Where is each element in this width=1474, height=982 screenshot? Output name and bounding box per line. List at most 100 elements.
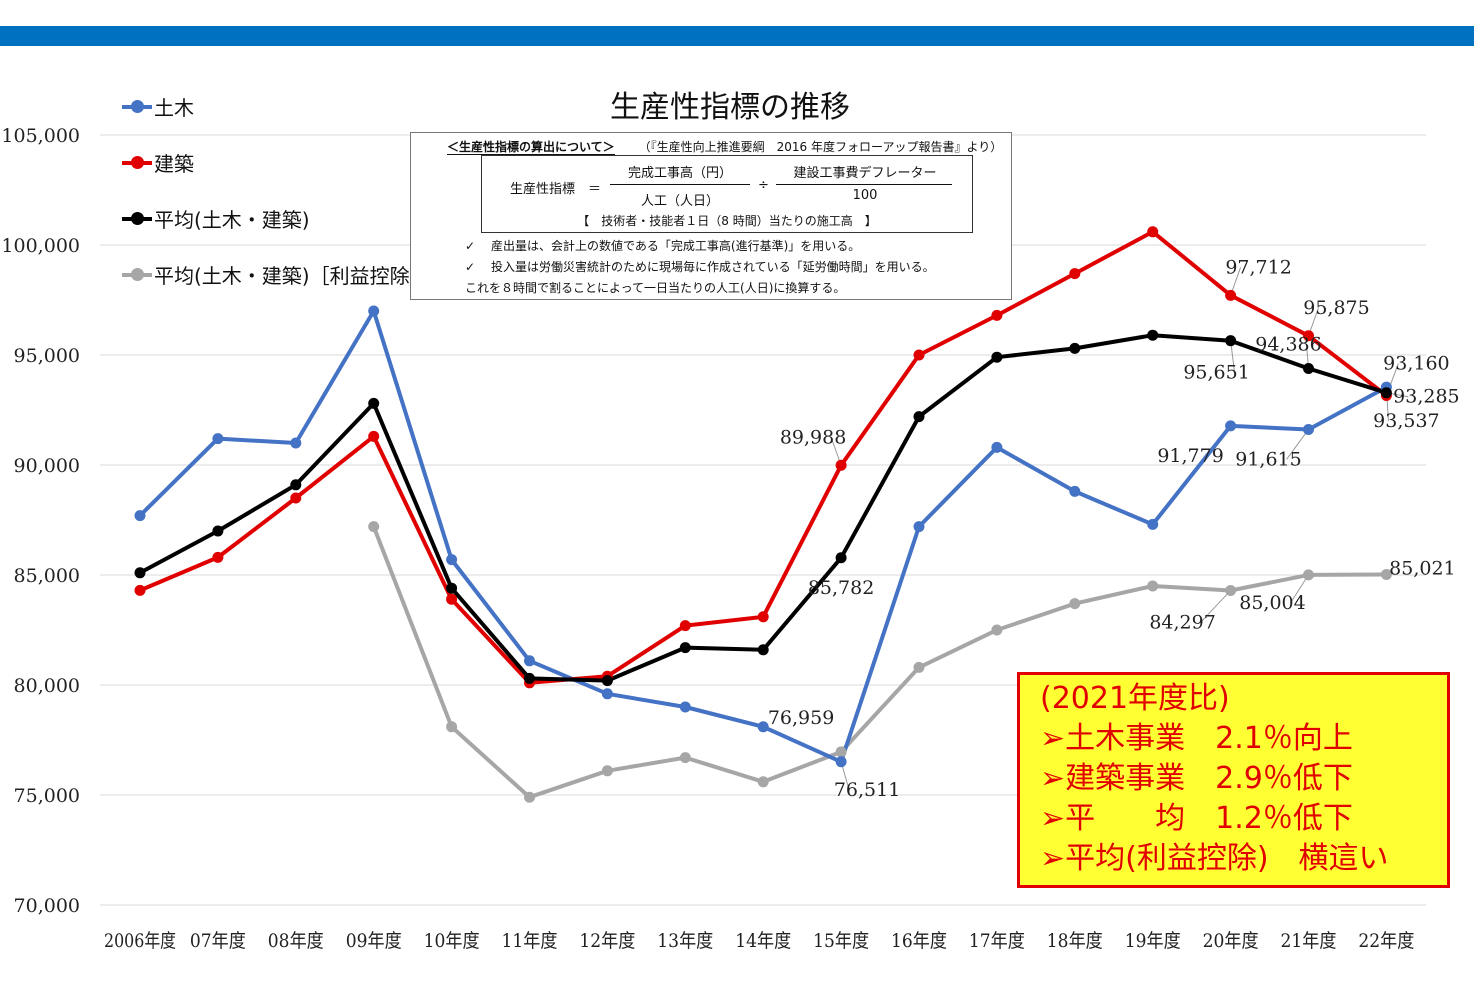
data-point (524, 655, 535, 667)
data-point (679, 752, 691, 764)
data-point (1147, 518, 1159, 530)
data-point (991, 441, 1003, 453)
formula-denominator-1: 人工（人日） (640, 194, 719, 209)
data-point (1069, 598, 1081, 610)
data-point (679, 620, 691, 632)
data-point (1147, 226, 1159, 238)
data-point (757, 644, 769, 656)
check-icon: ✓ (465, 239, 476, 253)
data-point (1147, 329, 1159, 341)
data-point (679, 701, 691, 713)
data-point (1069, 268, 1081, 280)
formula-bullet-text: 産出量は、会計上の数値である「完成工事高(進行基準)」を用いる。 (491, 239, 861, 253)
data-point (601, 675, 613, 687)
data-label: 97,712 (1225, 256, 1291, 278)
data-point (913, 349, 925, 361)
data-point (1147, 580, 1159, 592)
data-point (757, 721, 769, 733)
data-point (368, 305, 380, 317)
legend-swatch (122, 267, 152, 281)
data-point (991, 624, 1003, 636)
formula-bullet-text: これを８時間で割ることによって一日当たりの人工(人日)に換算する。 (465, 281, 846, 295)
data-label: 93,537 (1373, 410, 1439, 432)
formula-header: ＜生産性指標の算出について＞ （『生産性向上推進要綱 2016 年度フォローアップ… (447, 138, 1002, 155)
data-point (991, 309, 1003, 321)
data-point (212, 525, 224, 537)
data-point (446, 593, 458, 605)
fraction-bar (776, 184, 952, 185)
x-tick-label: 11年度 (502, 930, 558, 952)
x-tick-label: 18年度 (1047, 930, 1103, 952)
x-tick-label: 15年度 (813, 930, 869, 952)
y-tick-label: 100,000 (1, 235, 80, 257)
legend-item-civil: 土木 (122, 92, 194, 121)
x-tick-label: 16年度 (891, 930, 947, 952)
chart-title: 生産性指標の推移 (610, 90, 850, 125)
x-tick-label: 14年度 (735, 930, 791, 952)
data-point (212, 433, 224, 445)
x-tick-label: 10年度 (424, 930, 480, 952)
legend-swatch (122, 211, 152, 225)
data-point (1225, 420, 1237, 432)
formula-bullet-text: 投入量は労働災害統計のために現場毎に作成されている「延労働時間」を用いる。 (491, 260, 935, 274)
x-tick-label: 20年度 (1203, 930, 1259, 952)
data-point (1069, 485, 1081, 497)
x-tick-label: 19年度 (1125, 930, 1181, 952)
data-point (290, 479, 302, 491)
data-label: 95,875 (1303, 297, 1369, 319)
formula-divide: ÷ (758, 178, 769, 193)
x-tick-label: 13年度 (657, 930, 713, 952)
data-label: 76,959 (768, 707, 834, 729)
data-point (913, 661, 925, 673)
data-point (601, 688, 613, 700)
formula-note: 【 技術者・技能者１日（8 時間）当たりの施工高 】 (577, 214, 877, 228)
y-tick-label: 70,000 (14, 895, 80, 917)
data-point (913, 411, 925, 423)
data-point (368, 397, 380, 409)
formula-bullet: ✓ 産出量は、会計上の数値である「完成工事高(進行基準)」を用いる。 (465, 237, 860, 254)
x-tick-label: 2006年度 (104, 930, 176, 952)
data-point (991, 351, 1003, 363)
data-point (913, 521, 925, 533)
legend-label: 平均(土木・建築)［利益控除］※4 (154, 264, 460, 288)
data-label: 89,988 (780, 426, 846, 448)
data-point (1380, 569, 1392, 581)
data-label: 91,779 (1157, 445, 1223, 467)
formula-bullet: ✓ 投入量は労働災害統計のために現場毎に作成されている「延労働時間」を用いる。 (465, 258, 935, 275)
data-point (368, 521, 380, 533)
formula-box: ＜生産性指標の算出について＞ （『生産性向上推進要綱 2016 年度フォローアップ… (410, 132, 1012, 300)
data-label: 93,285 (1393, 386, 1459, 408)
data-point (1225, 584, 1237, 596)
data-label: 84,297 (1149, 611, 1215, 633)
leader-line (1286, 429, 1309, 460)
y-tick-label: 80,000 (14, 675, 80, 697)
data-point (290, 492, 302, 504)
legend-item-average: 平均(土木・建築) (122, 204, 310, 233)
fraction-bar (610, 184, 750, 185)
data-point (1303, 569, 1314, 581)
data-point (524, 672, 535, 684)
header-band (0, 26, 1474, 46)
formula-equals: ＝ (588, 182, 602, 197)
x-tick-label: 22年度 (1358, 930, 1414, 952)
y-tick-label: 90,000 (14, 455, 80, 477)
summary-line: ➢土木事業 2.1％向上 (1040, 721, 1353, 756)
data-label: 85,021 (1389, 558, 1455, 580)
data-point (835, 756, 847, 768)
series-line (371, 525, 1387, 800)
legend-swatch (122, 155, 152, 169)
legend-item-average-profit-deducted: 平均(土木・建築)［利益控除］※4 (122, 260, 459, 289)
formula-numerator-1: 完成工事高（円） (627, 166, 732, 181)
x-tick-label: 09年度 (346, 930, 402, 952)
data-point (134, 584, 146, 596)
data-point (679, 642, 691, 654)
formula-source: （『生産性向上推進要綱 2016 年度フォローアップ報告書』より） (638, 140, 1003, 154)
data-label: 85,004 (1239, 592, 1305, 614)
data-point (757, 776, 769, 788)
data-point (368, 430, 380, 442)
x-tick-label: 12年度 (579, 930, 635, 952)
legend-item-building: 建築 (122, 148, 194, 177)
data-point (1303, 423, 1314, 435)
leader-line (1200, 590, 1231, 623)
